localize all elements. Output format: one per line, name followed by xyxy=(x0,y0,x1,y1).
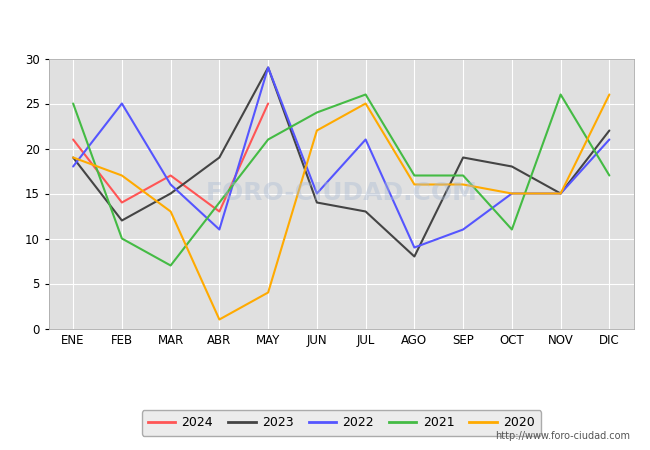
Text: Matriculaciones de Vehiculos en Monóvar/Monòver: Matriculaciones de Vehiculos en Monóvar/… xyxy=(122,13,528,28)
Text: http://www.foro-ciudad.com: http://www.foro-ciudad.com xyxy=(495,431,630,441)
Text: FORO-CIUDAD.COM: FORO-CIUDAD.COM xyxy=(205,181,477,206)
Legend: 2024, 2023, 2022, 2021, 2020: 2024, 2023, 2022, 2021, 2020 xyxy=(142,410,541,436)
